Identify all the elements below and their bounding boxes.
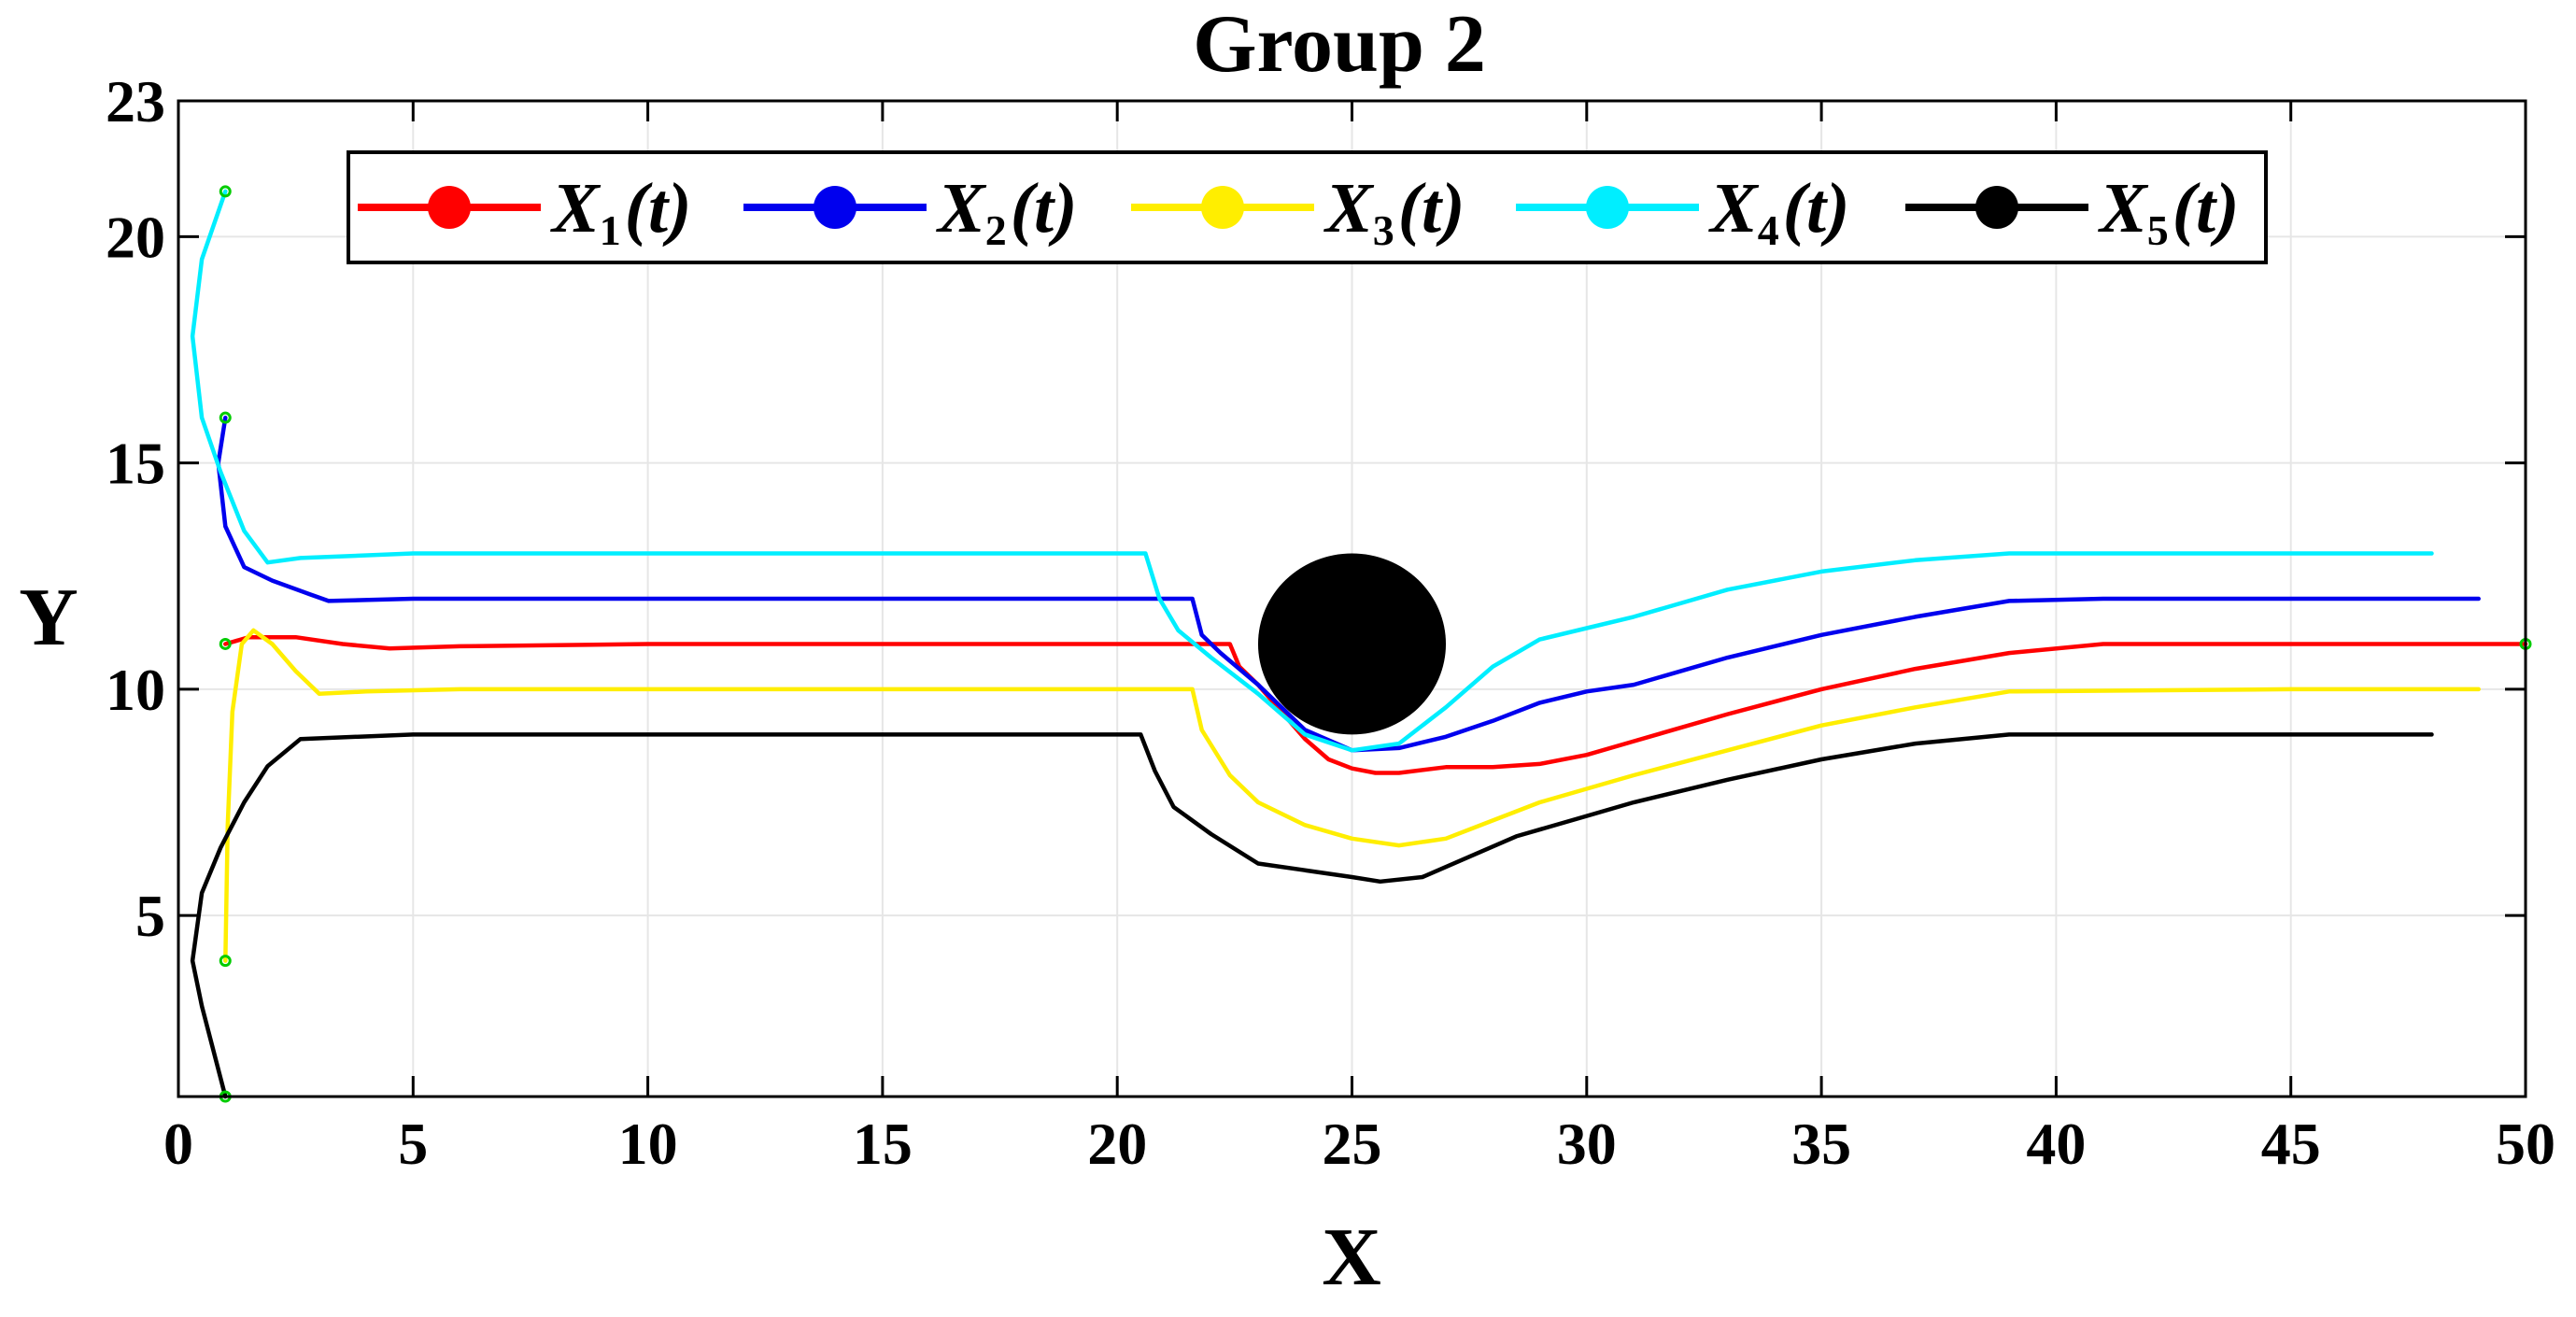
series-layer [190, 189, 2528, 1099]
y-tick-label: 20 [106, 204, 165, 270]
chart-title: Group 2 [1193, 0, 1486, 90]
y-tick-label: 10 [106, 657, 165, 723]
x-tick-label: 10 [618, 1111, 678, 1177]
axis-ticks: 0 5 10 15 20 25 30 35 40 45 50 5 10 15 20 23 [106, 68, 2555, 1177]
x-tick-label: 30 [1557, 1111, 1617, 1177]
series-line-x1 [223, 634, 2528, 775]
series-line-x3 [223, 628, 2481, 963]
y-tick-label: 23 [106, 68, 165, 135]
legend-label: X2(t) [936, 169, 1077, 254]
legend-entry-x1: X1(t) [358, 169, 691, 254]
obstacle-layer [1257, 553, 1447, 735]
start-marker-x2 [219, 411, 232, 424]
legend-swatch-marker [428, 186, 471, 229]
start-marker-x4 [219, 185, 232, 198]
x-tick-label: 20 [1087, 1111, 1147, 1177]
x-tick-label: 15 [853, 1111, 913, 1177]
obstacle-circle [1257, 553, 1447, 735]
legend-entry-x4: X4(t) [1516, 169, 1849, 254]
legend-swatch-marker [1975, 186, 2018, 229]
legend-entry-x5: X5(t) [1905, 169, 2239, 254]
x-axis-label: X [1322, 1212, 1381, 1303]
legend-swatch-marker [1201, 186, 1244, 229]
x-tick-label: 45 [2261, 1111, 2321, 1177]
y-axis-label: Y [19, 573, 78, 663]
x-tick-label: 50 [2496, 1111, 2555, 1177]
legend-entry-x2: X2(t) [743, 169, 1077, 254]
y-tick-label: 5 [135, 883, 165, 949]
legend-label: X5(t) [2098, 169, 2239, 254]
series-line-x2 [216, 415, 2481, 753]
series-line-x4 [190, 189, 2434, 753]
legend-label: X1(t) [550, 169, 691, 254]
series-line-x5 [190, 732, 2434, 1099]
legend-label: X4(t) [1708, 169, 1849, 254]
x-tick-label: 0 [163, 1111, 193, 1177]
start-marker-x1 [219, 637, 232, 650]
start-marker-x3 [219, 955, 232, 968]
legend-swatch-marker [814, 186, 856, 229]
legend-swatch-marker [1586, 186, 1629, 229]
x-tick-label: 25 [1323, 1111, 1382, 1177]
legend-label: X3(t) [1323, 169, 1465, 254]
x-tick-label: 5 [398, 1111, 428, 1177]
y-tick-label: 15 [106, 431, 165, 497]
legend: X1(t) X2(t) X3(t) X4(t) X5(t) [347, 150, 2268, 264]
legend-entry-x3: X3(t) [1131, 169, 1465, 254]
x-tick-label: 40 [2026, 1111, 2086, 1177]
x-tick-label: 35 [1791, 1111, 1851, 1177]
